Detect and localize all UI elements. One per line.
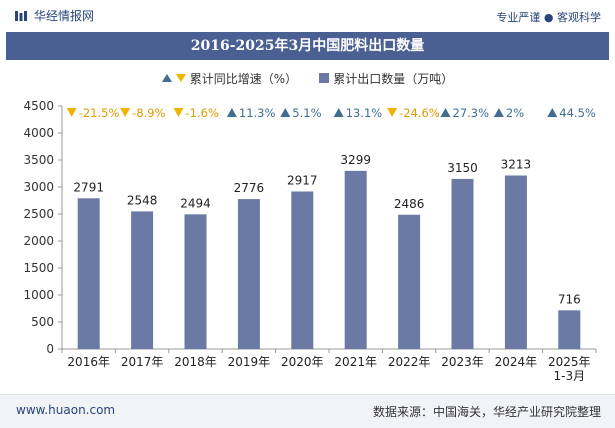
growth-marker-2	[173, 108, 184, 117]
x-tick-label-2: 2018年	[174, 355, 217, 369]
bar-chart: 0 500 1000 1500 2000 2500 3000 3500 4000 4500 2791…	[23, 99, 597, 383]
bar-value-label-9: 716	[558, 292, 581, 306]
brand-logo-icon	[15, 10, 27, 21]
bar-swatch-icon	[319, 73, 330, 83]
footer: www.huaon.com 数据来源：中国海关，华经产业研究院整理	[0, 394, 615, 428]
x-tick-label-8: 2024年	[495, 355, 538, 369]
growth-label-6: -24.6%	[399, 106, 440, 120]
x-tick-label-7: 2023年	[441, 355, 484, 369]
growth-label-4: 5.1%	[292, 106, 321, 120]
x-tick-label-5: 2021年	[334, 355, 377, 369]
legend-growth-label: 累计同比增速（%）	[189, 71, 298, 86]
bar-value-label-2: 2494	[180, 196, 211, 210]
y-tick-label-6: 3000	[23, 180, 54, 194]
x-tick-label-0: 2016年	[67, 355, 110, 369]
footer-url[interactable]: www.huaon.com	[16, 403, 116, 417]
y-tick-label-9: 4500	[23, 99, 54, 113]
x-tick-label-9: 2025年	[548, 355, 591, 369]
growth-marker-5	[333, 108, 344, 117]
growth-marker-1	[120, 108, 131, 117]
brand-name: 华经情报网	[34, 9, 95, 23]
y-tick-label-7: 3500	[23, 153, 54, 167]
growth-label-1: -8.9%	[132, 106, 165, 120]
y-tick-label-2: 1000	[23, 288, 54, 302]
bar-value-label-7: 3150	[447, 161, 478, 175]
y-tick-label-8: 4000	[23, 126, 54, 140]
growth-label-0: -21.5%	[79, 106, 120, 120]
tagline: 专业严谨 ● 客观科学	[496, 11, 601, 24]
x-tick-label-1: 2017年	[121, 355, 164, 369]
y-tick-label-0: 0	[46, 342, 54, 356]
bar-6	[398, 214, 421, 349]
triangle-up-icon	[161, 74, 172, 82]
y-tick-label-5: 2500	[23, 207, 54, 221]
bar-5	[344, 170, 367, 349]
bar-1	[131, 211, 154, 349]
bar-4	[291, 191, 314, 349]
bar-7	[451, 178, 474, 349]
y-tick-label-4: 2000	[23, 234, 54, 248]
bar-9	[558, 310, 581, 349]
bar-value-label-6: 2486	[394, 197, 425, 211]
bar-value-label-3: 2776	[234, 181, 265, 195]
growth-label-8: 2%	[506, 106, 524, 120]
bar-value-label-0: 2791	[73, 180, 104, 194]
bar-3	[237, 199, 260, 349]
growth-marker-6	[387, 108, 398, 117]
growth-label-9: 44.5%	[559, 106, 596, 120]
growth-label-3: 11.3%	[239, 106, 276, 120]
y-tick-label-3: 1500	[23, 261, 54, 275]
growth-marker-4	[280, 108, 291, 117]
growth-marker-3	[226, 108, 237, 117]
footer-source: 数据来源：中国海关，华经产业研究院整理	[372, 405, 601, 419]
bar-value-label-4: 2917	[287, 173, 318, 187]
y-tick-label-1: 500	[31, 315, 54, 329]
x-tick-label-6: 2022年	[388, 355, 431, 369]
bar-8	[504, 175, 527, 349]
legend-volume-label: 累计出口数量（万吨）	[333, 71, 454, 86]
growth-marker-7	[440, 108, 451, 117]
brand[interactable]: 华经情报网	[14, 7, 94, 24]
x-tick-label-4: 2020年	[281, 355, 324, 369]
chart-title: 2016-2025年3月中国肥料出口数量	[190, 38, 425, 54]
x-tick-label-9-line1: 1-3月	[553, 369, 585, 383]
growth-label-2: -1.6%	[186, 106, 219, 120]
bar-0	[77, 198, 100, 349]
legend-growth: 累计同比增速（%）	[161, 70, 298, 87]
growth-label-7: 27.3%	[453, 106, 490, 120]
bar-2	[184, 214, 207, 349]
legend-volume: 累计出口数量（万吨）	[319, 70, 453, 87]
bar-value-label-1: 2548	[127, 193, 158, 207]
growth-marker-9	[547, 108, 558, 117]
legend: 累计同比增速（%） 累计出口数量（万吨）	[0, 68, 615, 88]
x-tick-label-3: 2019年	[228, 355, 271, 369]
growth-marker-0	[66, 108, 77, 117]
title-bar: 2016-2025年3月中国肥料出口数量	[6, 32, 609, 60]
growth-label-5: 13.1%	[346, 106, 383, 120]
triangle-down-icon	[175, 74, 186, 82]
bar-value-label-5: 3299	[340, 153, 371, 167]
bar-value-label-8: 3213	[501, 157, 532, 171]
growth-marker-8	[493, 108, 504, 117]
top-bar: 华经情报网 专业严谨 ● 客观科学	[0, 0, 615, 30]
